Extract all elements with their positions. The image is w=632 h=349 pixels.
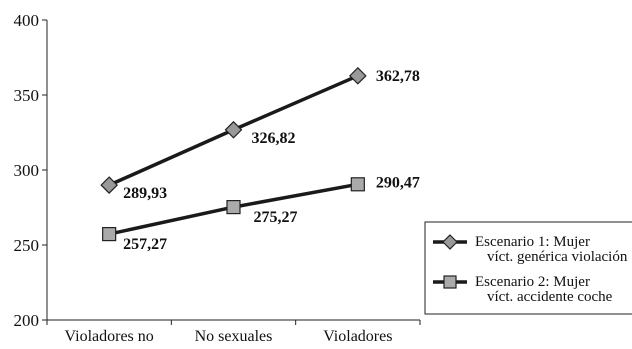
x-category-label-line: Violadores — [323, 328, 392, 344]
data-label: 290,47 — [376, 174, 420, 191]
x-category-label-line: Violadores no — [65, 328, 154, 344]
legend-label-line: víct. genérica violación — [487, 249, 628, 265]
y-tick-label: 300 — [14, 161, 40, 180]
legend-square-marker — [443, 275, 457, 289]
legend-label: Escenario 2: Mujer víct. accidente coche — [475, 274, 613, 305]
y-tick-label: 400 — [14, 11, 40, 30]
legend-label-line: víct. accidente coche — [487, 289, 613, 305]
data-label: 362,78 — [376, 68, 420, 85]
x-category-label: Violadores notratados — [65, 328, 154, 344]
legend-diamond-marker — [442, 234, 458, 250]
legend-label: Escenario 1: Mujer víct. genérica violaci… — [475, 234, 628, 265]
x-category-label: No sexuales — [195, 328, 273, 344]
series-1-point — [100, 176, 119, 194]
y-tick-label: 200 — [14, 311, 40, 330]
y-tick-label: 250 — [14, 236, 40, 255]
legend-label-line: Escenario 2: Mujer — [475, 274, 590, 290]
series-2-point — [102, 226, 117, 242]
x-category-label: Violadorestratados — [323, 328, 392, 344]
data-label: 275,27 — [254, 209, 298, 226]
y-tick-label: 350 — [14, 86, 40, 105]
series-2-point — [226, 199, 241, 215]
legend-label-line: Escenario 1: Mujer — [475, 234, 590, 250]
x-category-label-line: No sexuales — [195, 328, 273, 344]
data-label: 257,27 — [123, 236, 167, 253]
data-label: 326,82 — [252, 130, 296, 147]
series-2-point — [350, 177, 365, 192]
legend-box — [424, 221, 632, 315]
series-1-point — [224, 120, 243, 139]
data-label: 289,93 — [123, 185, 167, 202]
series-1-point — [348, 66, 367, 85]
